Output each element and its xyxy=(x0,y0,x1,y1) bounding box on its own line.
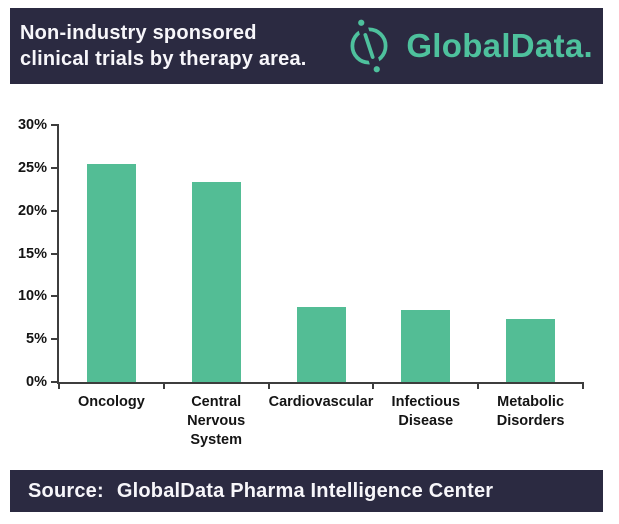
bar-chart: 0% 5% 10% 15% 20% 25% 30% Oncology Central Nervou… xyxy=(10,84,609,470)
bar-metabolic-disorders xyxy=(506,319,556,382)
y-axis-tick-0 xyxy=(51,381,59,383)
globaldata-globe-icon xyxy=(341,15,397,77)
x-axis-label-line: Nervous xyxy=(187,413,246,430)
y-axis-tick-20 xyxy=(51,209,59,212)
page-title-line2: clinical trials by therapy area. xyxy=(20,48,307,70)
x-axis-tick-4 xyxy=(477,382,480,389)
x-axis-tick-2 xyxy=(267,382,270,389)
y-axis-label-15: 15% xyxy=(17,245,47,262)
y-axis-label-30: 30% xyxy=(17,117,47,133)
x-axis-tick-1 xyxy=(162,382,165,389)
x-axis-label-line: System xyxy=(190,432,242,449)
x-axis-label-oncology: Oncology xyxy=(78,393,145,412)
y-axis-label-10: 10% xyxy=(17,288,47,305)
y-axis-tick-15 xyxy=(51,252,59,255)
page-title-line1: Non-industry sponsored xyxy=(20,22,257,44)
bar-cardiovascular xyxy=(296,306,346,382)
plot-area: 0% 5% 10% 15% 20% 25% 30% Oncology Central Nervou… xyxy=(18,117,584,448)
x-axis-label-cardiovascular: Cardiovascular xyxy=(269,393,374,412)
source-label: Source: xyxy=(28,479,104,502)
y-axis-tick-25 xyxy=(51,166,59,169)
bar-infectious-disease xyxy=(401,310,451,382)
x-axis-label-line: Oncology xyxy=(77,394,145,410)
globaldata-logo: GlobalData. xyxy=(341,15,593,77)
y-axis-label-25: 25% xyxy=(17,159,47,176)
y-axis-tick-10 xyxy=(51,295,59,298)
x-axis-tick-3 xyxy=(372,382,375,389)
y-axis-label-5: 5% xyxy=(26,331,47,348)
header-banner: Non-industry sponsored clinical trials b… xyxy=(10,8,603,84)
y-axis-label-20: 20% xyxy=(17,202,47,219)
x-axis-tick-5 xyxy=(582,382,584,389)
bar-oncology xyxy=(86,163,136,382)
x-axis-label-line: Central xyxy=(191,394,242,410)
x-axis-tick-0 xyxy=(58,382,60,389)
x-axis-label-metabolic-disorders: Metabolic Disorders xyxy=(497,393,565,431)
page-title: Non-industry sponsored clinical trials b… xyxy=(20,20,307,72)
y-axis-label-0: 0% xyxy=(26,374,47,390)
x-axis-label-line: Metabolic xyxy=(497,394,565,410)
bar-central-nervous-system xyxy=(191,182,241,382)
x-axis-label-line: Disease xyxy=(398,413,454,430)
source-text: GlobalData Pharma Intelligence Center xyxy=(116,479,494,502)
y-axis-tick-5 xyxy=(51,338,59,341)
globaldata-wordmark: GlobalData. xyxy=(406,27,593,64)
x-axis-label-line: Infectious xyxy=(391,394,461,410)
x-axis-label-infectious-disease: Infectious Disease xyxy=(392,393,460,431)
x-axis-label-line: Cardiovascular xyxy=(268,394,374,410)
x-axis-label-line: Disorders xyxy=(496,413,565,430)
x-axis-label-central-nervous-system: Central Nervous System xyxy=(187,393,245,450)
source-banner: Source: GlobalData Pharma Intelligence C… xyxy=(10,470,603,512)
y-axis-tick-30 xyxy=(51,124,59,126)
